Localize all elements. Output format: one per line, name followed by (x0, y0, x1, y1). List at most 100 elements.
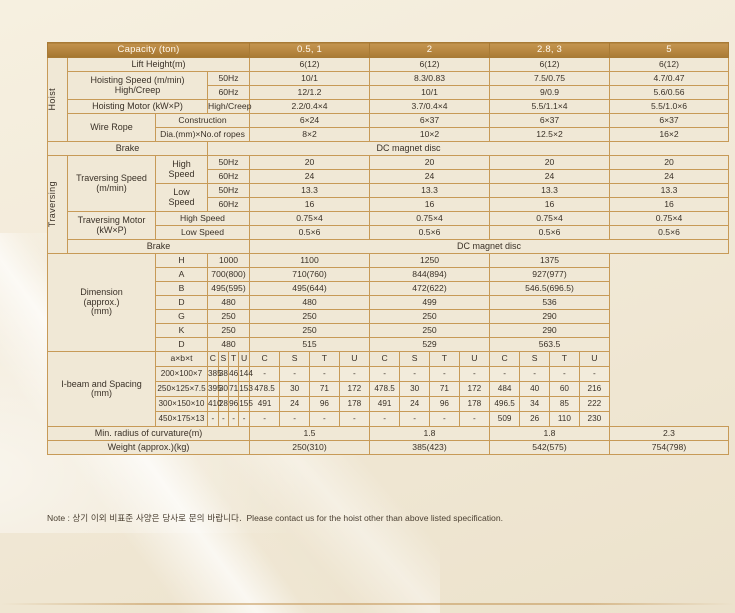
ibeam-value-0-3-3: - (579, 367, 609, 381)
ibeam-label-line2: (mm) (91, 388, 112, 398)
ibeam-subheader-2-3: U (459, 352, 489, 366)
dimension-value-6-3: 563.5 (489, 337, 610, 352)
ibeam-subheader-0-3: U (238, 352, 249, 366)
wire-rope-sub-0: Construction (155, 113, 250, 128)
ibeam-cell-group-0-2: ---- (369, 366, 490, 382)
hoisting-motor-sub: High/Creep (207, 99, 251, 114)
dimension-value-5-2: 250 (369, 323, 490, 338)
dimension-key-3: D (155, 295, 208, 310)
traversing-high-speed-label: High Speed (155, 155, 208, 184)
note-korean: 상기 이외 비표준 사양은 당사로 문의 바랍니다. (72, 514, 242, 524)
ibeam-value-0-3-2: - (549, 367, 580, 381)
hoisting-speed-value-0-0: 10/1 (249, 71, 370, 86)
dimension-label-line2: (approx.) (83, 296, 120, 307)
ibeam-size-1: 250×125×7.5 (155, 381, 208, 397)
traversing-speed-value-3-1: 16 (369, 197, 490, 212)
group-label-hoist-text: Hoist (47, 88, 57, 111)
hoisting-motor-value-1: 3.7/0.4×4 (369, 99, 490, 114)
table-row: D 480 515 529 563.5 (48, 337, 729, 352)
ibeam-value-0-2-1: - (399, 367, 430, 381)
row-label-dimension: Dimension (approx.) (mm) (47, 253, 156, 352)
lift-height-value-2: 6(12) (489, 57, 610, 72)
traversing-brake-value: DC magnet disc (249, 239, 729, 254)
ibeam-value-0-3-1: - (519, 367, 550, 381)
traversing-speed-label-line2: (m/min) (96, 182, 127, 193)
ibeam-value-2-0-0: 410 (208, 397, 222, 411)
ibeam-cell-group-2-3: 496.5 34 85 222 (489, 396, 610, 412)
header-capacity-label: Capacity (ton) (47, 42, 250, 58)
curvature-value-3: 2.3 (609, 426, 729, 441)
hoisting-motor-value-2: 5.5/1.1×4 (489, 99, 610, 114)
group-label-traversing-text: Traversing (47, 181, 57, 228)
dimension-value-3-0: 480 (207, 295, 250, 310)
traversing-speed-freq-0: 50Hz (207, 155, 250, 170)
ibeam-cell-group-1-1: 478.5 30 71 172 (249, 381, 370, 397)
wire-rope-value-1-3: 16×2 (609, 127, 729, 142)
hoisting-speed-value-0-1: 8.3/0.83 (369, 71, 490, 86)
ibeam-cell-group-0-1: ---- (249, 366, 370, 382)
traversing-speed-value-2-3: 13.3 (609, 183, 729, 198)
traversing-speed-value-0-2: 20 (489, 155, 610, 170)
curvature-value-2: 1.8 (489, 426, 610, 441)
dimension-value-2-0: 495(595) (207, 281, 250, 296)
dimension-key-5: K (155, 323, 208, 338)
traversing-low-label-line2: Speed (168, 196, 195, 207)
dimension-value-0-0: 1000 (207, 253, 250, 268)
traversing-speed-value-1-2: 24 (489, 169, 610, 184)
table-row: Traversing Motor (kW×P) High Speed 0.75×4 0.… (48, 211, 729, 240)
hoisting-speed-value-1-1: 10/1 (369, 85, 490, 100)
dimension-value-4-1: 250 (249, 309, 370, 324)
hoisting-speed-value-0-3: 4.7/0.47 (609, 71, 729, 86)
traversing-low-label-line1: Low (173, 187, 190, 198)
row-label-hoisting-motor: Hoisting Motor (kW×P) (67, 99, 208, 114)
table-row: Dimension (approx.) (mm) H 1000 1100 1250 1375 (47, 253, 729, 352)
ibeam-value-1-1-3: 172 (339, 382, 369, 396)
hoisting-speed-value-1-3: 5.6/0.56 (609, 85, 729, 100)
ibeam-value-2-3-1: 34 (519, 397, 550, 411)
traversing-speed-value-1-0: 24 (249, 169, 370, 184)
table-row: Brake DC magnet disc (48, 239, 729, 254)
dimension-value-4-3: 290 (489, 309, 610, 324)
ibeam-value-1-1-0: 478.5 (250, 382, 281, 396)
ibeam-value-1-2-1: 30 (399, 382, 430, 396)
ibeam-value-3-0-2: - (228, 412, 240, 426)
dimension-label-line1: Dimension (80, 287, 123, 298)
ibeam-cell-group-3-3: 509 26 110 230 (489, 411, 610, 427)
traversing-motor-value-0-1: 0.75×4 (369, 211, 490, 226)
row-label-traversing-brake: Brake (67, 239, 250, 254)
hoist-brake-value: DC magnet disc (207, 141, 610, 156)
table-row: 60Hz 24 24 24 24 (48, 169, 729, 184)
traversing-motor-value-0-3: 0.75×4 (609, 211, 729, 226)
ibeam-value-2-2-1: 24 (399, 397, 430, 411)
traversing-speed-label-line1: Traversing Speed (76, 173, 147, 184)
ibeam-value-0-2-0: - (370, 367, 401, 381)
traversing-motor-value-0-2: 0.75×4 (489, 211, 610, 226)
traversing-speed-freq-2: 50Hz (207, 183, 250, 198)
dimension-value-2-2: 472(622) (369, 281, 490, 296)
dimension-label-line3: (mm) (91, 306, 112, 317)
curvature-value-0: 1.5 (249, 426, 370, 441)
wire-rope-value-1-1: 10×2 (369, 127, 490, 142)
weight-value-1: 385(423) (369, 440, 490, 455)
row-label-weight: Weight (approx.)(kg) (47, 440, 250, 455)
ibeam-value-1-3-2: 60 (549, 382, 580, 396)
traversing-speed-freq-3: 60Hz (207, 197, 250, 212)
traversing-high-label-line1: High (172, 159, 191, 170)
ibeam-subheader-1-3: U (339, 352, 369, 366)
ibeam-cell-group-0-0: 385 38 46 144 (207, 366, 253, 382)
dimension-key-2: B (155, 281, 208, 296)
ibeam-value-1-0-1: 30 (218, 382, 230, 396)
weight-value-3: 754(798) (609, 440, 729, 455)
ibeam-value-0-3-0: - (490, 367, 521, 381)
ibeam-subheader-1-2: T (309, 352, 340, 366)
wire-rope-value-0-1: 6×37 (369, 113, 490, 128)
ibeam-value-0-0-3: 144 (238, 367, 253, 381)
hoisting-speed-freq-0: 50Hz (207, 71, 250, 86)
table-row: 200×100×7 385 38 46 144- - - - - - - - - - - - (48, 366, 729, 382)
traversing-speed-value-0-1: 20 (369, 155, 490, 170)
hoisting-speed-label-line1: Hoisting Speed (m/min) (90, 75, 185, 86)
traversing-motor-sub-1: Low Speed (155, 225, 250, 240)
ibeam-label-line1: I-beam and Spacing (61, 378, 142, 389)
